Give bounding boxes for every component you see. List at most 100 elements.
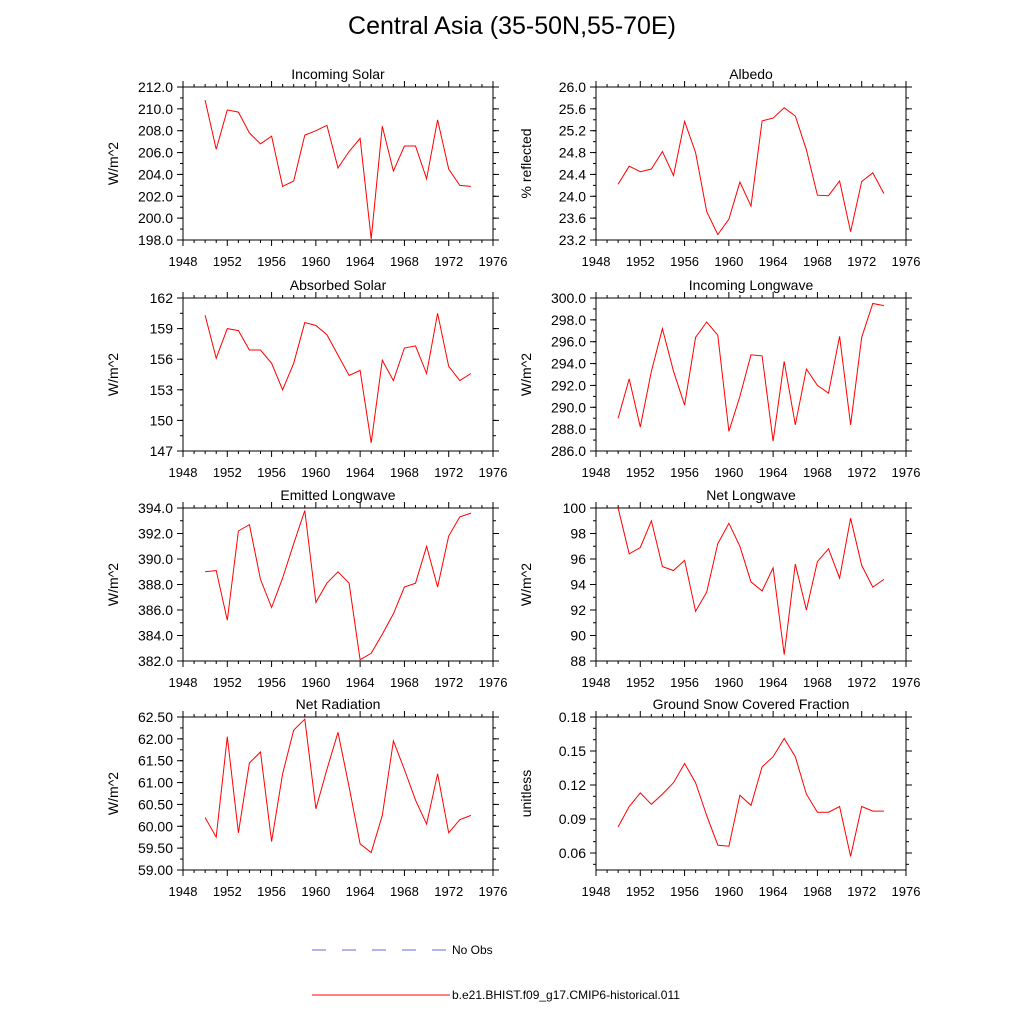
- panel-title: Incoming Solar: [291, 66, 385, 82]
- y-tick-label: 286.0: [551, 443, 586, 459]
- panel-title: Ground Snow Covered Fraction: [653, 696, 850, 712]
- x-tick-label: 1948: [582, 884, 611, 899]
- x-tick-label: 1972: [847, 254, 876, 269]
- legend: No Obs b.e21.BHIST.f09_g17.CMIP6-histori…: [312, 943, 680, 1002]
- y-tick-label: 208.0: [138, 123, 173, 139]
- x-tick-label: 1968: [803, 254, 832, 269]
- x-tick-label: 1968: [803, 465, 832, 480]
- x-tick-label: 1972: [847, 884, 876, 899]
- y-tick-label: 212.0: [138, 79, 173, 95]
- y-tick-label: 150: [150, 412, 174, 428]
- y-tick-label: 61.50: [138, 753, 173, 769]
- legend-obs-label: No Obs: [452, 943, 493, 957]
- y-tick-label: 210.0: [138, 101, 173, 117]
- x-tick-label: 1968: [803, 884, 832, 899]
- x-tick-label: 1976: [892, 675, 921, 690]
- x-tick-label: 1964: [759, 254, 788, 269]
- x-tick-label: 1952: [213, 254, 242, 269]
- y-tick-label: 200.0: [138, 210, 173, 226]
- x-tick-label: 1976: [892, 884, 921, 899]
- x-tick-label: 1948: [169, 465, 198, 480]
- series-line: [617, 737, 884, 857]
- x-tick-label: 1956: [257, 254, 286, 269]
- x-tick-label: 1960: [301, 465, 330, 480]
- y-tick-label: 294.0: [551, 356, 586, 372]
- y-tick-label: 25.2: [559, 123, 586, 139]
- y-tick-label: 0.18: [559, 709, 586, 725]
- y-tick-label: 156: [150, 351, 174, 367]
- y-tick-label: 206.0: [138, 145, 173, 161]
- x-tick-label: 1948: [169, 254, 198, 269]
- y-tick-label: 296.0: [551, 334, 586, 350]
- y-tick-label: 26.0: [559, 79, 586, 95]
- y-tick-label: 202.0: [138, 188, 173, 204]
- x-tick-label: 1952: [213, 884, 242, 899]
- y-tick-label: 24.0: [559, 188, 586, 204]
- plot-frame: [595, 297, 907, 452]
- panel-emitted-longwave: Emitted Longwave W/m^2 1948 1952 1956 1960 196…: [105, 487, 507, 690]
- chart-panels: Incoming Solar W/m^2 1948 1952 1956 1960 1964 1…: [105, 66, 920, 899]
- y-tick-label: 388.0: [138, 577, 173, 593]
- y-tick-label: 288.0: [551, 421, 586, 437]
- x-tick-label: 1964: [759, 675, 788, 690]
- x-tick-label: 1976: [479, 675, 508, 690]
- y-tick-label: 98: [570, 526, 586, 542]
- panel-absorbed-solar: Absorbed Solar W/m^2 1948 1952 1956 1960 1964 1…: [105, 277, 507, 480]
- x-tick-label: 1964: [346, 884, 375, 899]
- y-tick-label: 60.00: [138, 818, 173, 834]
- y-tick-label: 290.0: [551, 399, 586, 415]
- x-tick-label: 1956: [257, 675, 286, 690]
- x-tick-label: 1960: [714, 465, 743, 480]
- x-tick-label: 1964: [759, 884, 788, 899]
- x-tick-label: 1952: [626, 675, 655, 690]
- y-tick-label: 0.12: [559, 777, 586, 793]
- y-axis-label: unitless: [518, 770, 534, 817]
- x-tick-label: 1972: [847, 465, 876, 480]
- y-tick-label: 96: [570, 551, 586, 567]
- y-tick-label: 300.0: [551, 290, 586, 306]
- panel-title: Emitted Longwave: [280, 487, 395, 503]
- y-tick-label: 394.0: [138, 500, 173, 516]
- x-tick-label: 1952: [213, 465, 242, 480]
- series-line: [204, 99, 471, 239]
- y-tick-label: 153: [150, 382, 174, 398]
- y-tick-label: 204.0: [138, 166, 173, 182]
- y-tick-label: 162: [150, 290, 174, 306]
- panel-incoming-solar: Incoming Solar W/m^2 1948 1952 1956 1960 1964 1…: [105, 66, 507, 269]
- x-tick-label: 1948: [169, 675, 198, 690]
- plot-frame: [182, 716, 494, 871]
- legend-model-label: b.e21.BHIST.f09_g17.CMIP6-historical.011: [452, 988, 680, 1002]
- x-tick-label: 1976: [479, 254, 508, 269]
- panel-ground-snow-covered-fraction: Ground Snow Covered Fraction unitless 1948…: [518, 696, 920, 899]
- plot-frame: [595, 507, 907, 662]
- y-tick-label: 198.0: [138, 232, 173, 248]
- y-tick-label: 0.06: [559, 845, 586, 861]
- x-tick-label: 1972: [847, 675, 876, 690]
- y-axis-label: W/m^2: [518, 563, 534, 606]
- y-tick-label: 25.6: [559, 101, 586, 117]
- series-line: [617, 107, 885, 236]
- x-tick-label: 1972: [434, 254, 463, 269]
- panel-title: Absorbed Solar: [290, 277, 387, 293]
- panel-title: Incoming Longwave: [689, 277, 814, 293]
- figure-title: Central Asia (35-50N,55-70E): [348, 12, 676, 40]
- x-tick-label: 1948: [582, 465, 611, 480]
- y-tick-label: 88: [570, 653, 586, 669]
- x-tick-label: 1964: [759, 465, 788, 480]
- y-tick-label: 94: [570, 577, 586, 593]
- x-tick-label: 1964: [346, 254, 375, 269]
- y-tick-label: 100: [563, 500, 587, 516]
- x-tick-label: 1952: [626, 254, 655, 269]
- panel-albedo: Albedo % reflected 1948 1952 1956 1960 1964 196…: [518, 66, 920, 269]
- y-tick-label: 24.4: [559, 166, 586, 182]
- x-tick-label: 1976: [892, 465, 921, 480]
- x-tick-label: 1956: [257, 884, 286, 899]
- x-tick-label: 1960: [714, 254, 743, 269]
- x-tick-label: 1952: [626, 884, 655, 899]
- y-tick-label: 392.0: [138, 526, 173, 542]
- y-tick-label: 59.00: [138, 862, 173, 878]
- x-tick-label: 1952: [626, 465, 655, 480]
- x-tick-label: 1968: [390, 884, 419, 899]
- y-axis-label: W/m^2: [518, 353, 534, 396]
